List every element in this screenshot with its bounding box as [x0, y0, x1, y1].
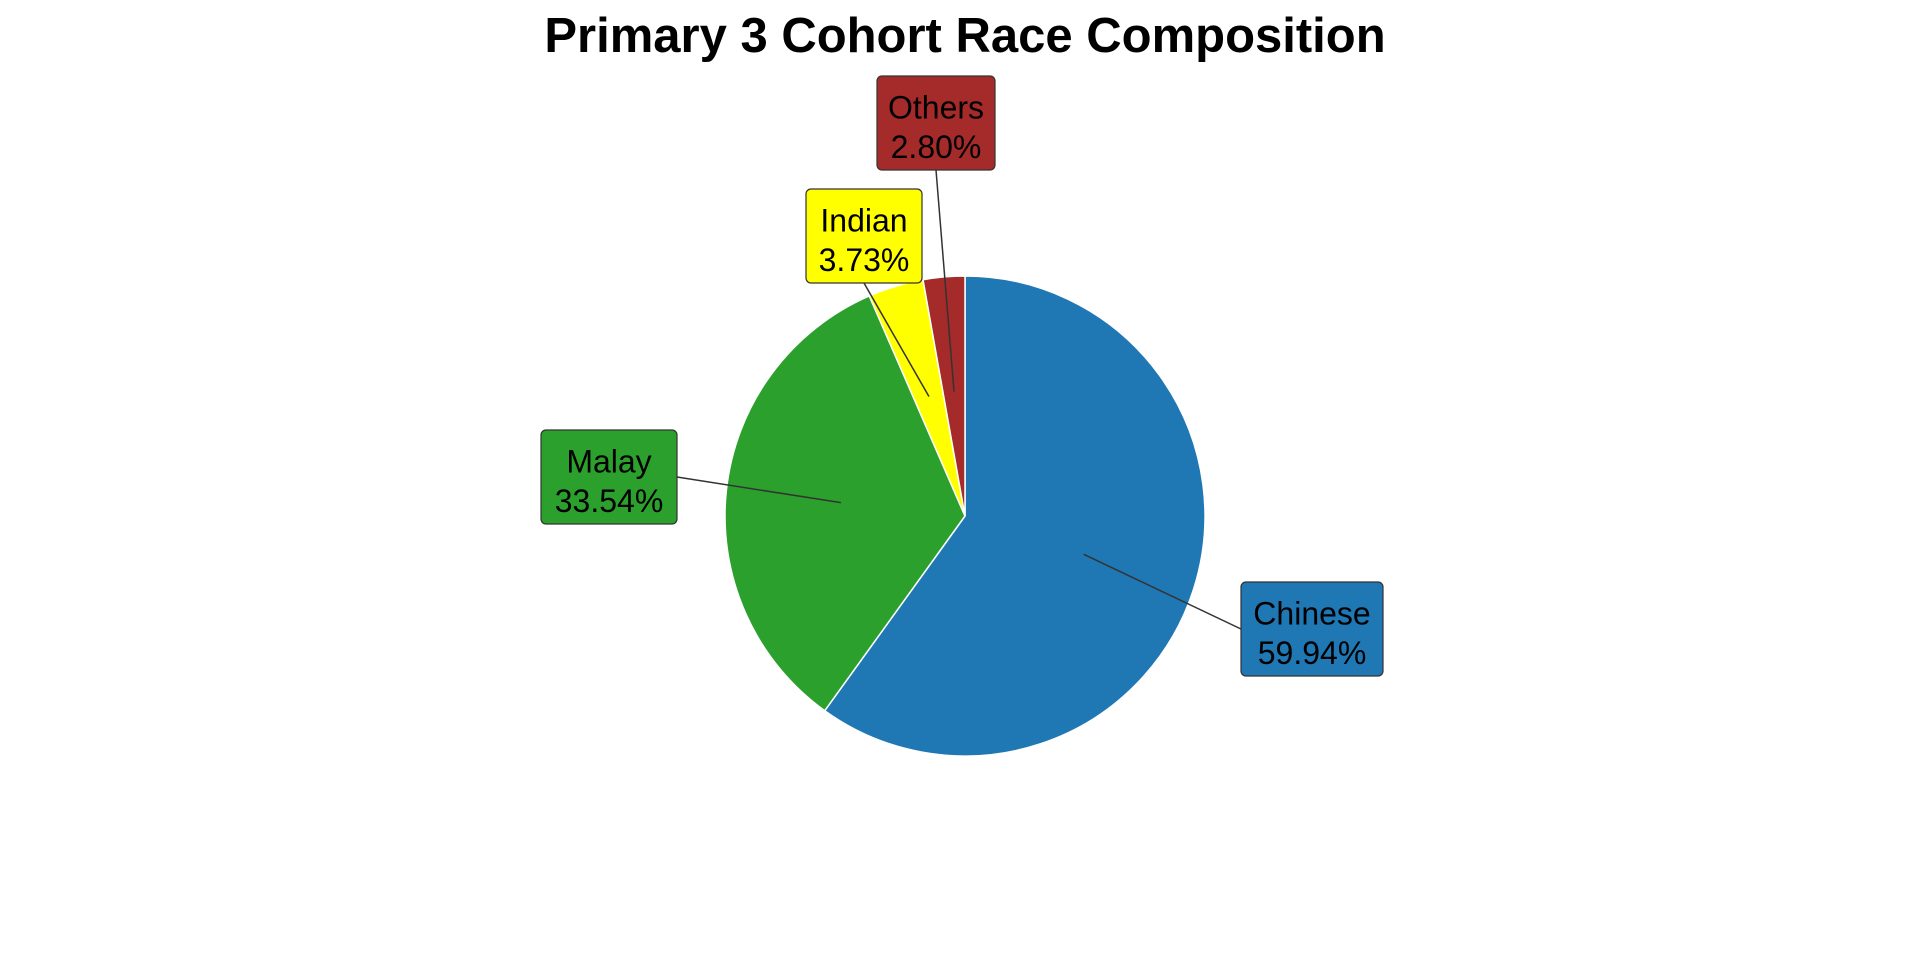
leader-line-malay: [676, 476, 842, 504]
slice-value-label: 33.54%: [555, 483, 664, 519]
slice-name-label: Chinese: [1253, 595, 1370, 631]
slice-name-label: Others: [888, 89, 984, 125]
label-box-others: Others 2.80%: [876, 75, 996, 171]
pie-slice-chinese: [823, 275, 1206, 757]
slice-value-label: 2.80%: [891, 129, 982, 165]
slice-name-label: Malay: [566, 443, 651, 479]
slice-name-label: Indian: [820, 202, 907, 238]
pie-slice-malay: [724, 294, 966, 712]
leader-line-chinese: [1083, 553, 1242, 630]
label-box-bg-malay: [540, 429, 678, 525]
leader-line-indian: [863, 282, 930, 397]
label-box-bg-indian: [805, 188, 923, 284]
slice-labels: Chinese 59.94% Malay 33.54% Indian 3.73% Other…: [540, 75, 1384, 677]
leader-line-others: [935, 169, 955, 392]
label-box-indian: Indian 3.73%: [805, 188, 923, 284]
chart-title: Primary 3 Cohort Race Composition: [544, 9, 1386, 63]
label-box-malay: Malay 33.54%: [540, 429, 678, 525]
label-box-bg-chinese: [1240, 581, 1384, 677]
pie-slices: [724, 275, 1206, 757]
slice-value-label: 3.73%: [819, 242, 910, 278]
label-box-bg-others: [876, 75, 996, 171]
leader-lines: [676, 169, 1242, 630]
slice-value-label: 59.94%: [1258, 635, 1367, 671]
pie-slice-others: [922, 275, 966, 517]
label-box-chinese: Chinese 59.94%: [1240, 581, 1384, 677]
